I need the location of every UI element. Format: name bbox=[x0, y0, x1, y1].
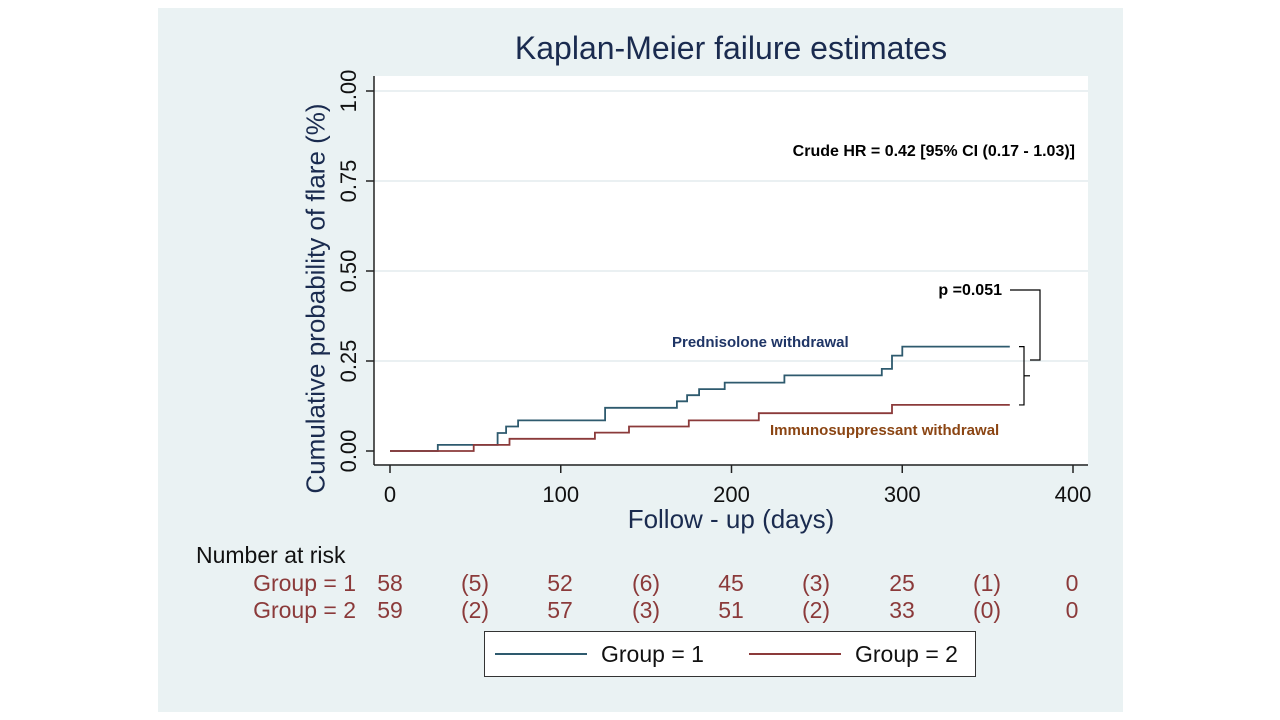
risk-cell: 45 bbox=[718, 570, 744, 596]
legend-label-group-2: Group = 2 bbox=[855, 640, 958, 667]
risk-cell: 33 bbox=[889, 597, 915, 623]
risk-cell: (5) bbox=[460, 570, 490, 596]
legend-item-group-1: Group = 1 bbox=[495, 632, 704, 676]
risk-cell: (1) bbox=[972, 570, 1002, 596]
risk-cell: 51 bbox=[718, 597, 744, 623]
risk-cell: (0) bbox=[972, 597, 1002, 623]
series-line-group-1 bbox=[390, 345, 1010, 452]
risk-cell: 25 bbox=[889, 570, 915, 596]
legend-line-group-2 bbox=[749, 653, 841, 655]
x-tick-label: 200 bbox=[713, 482, 750, 507]
legend-line-group-1 bbox=[495, 653, 587, 655]
risk-table-title: Number at risk bbox=[196, 542, 346, 568]
series-annotation-group-1: Prednisolone withdrawal bbox=[672, 334, 849, 351]
y-tick-label: 0.75 bbox=[336, 160, 361, 203]
risk-cell: (6) bbox=[631, 570, 661, 596]
y-tick-label: 0.25 bbox=[336, 340, 361, 383]
series-line-group-2 bbox=[390, 403, 1010, 452]
y-tick-label: 0.00 bbox=[336, 430, 361, 473]
x-tick-label: 300 bbox=[884, 482, 921, 507]
risk-cell: 0 bbox=[1065, 570, 1079, 596]
chart-title: Kaplan-Meier failure estimates bbox=[514, 30, 948, 66]
legend-label-group-1: Group = 1 bbox=[601, 640, 704, 667]
risk-cell: 59 bbox=[377, 597, 403, 623]
x-tick-label: 0 bbox=[384, 482, 396, 507]
legend: Group = 1 Group = 2 bbox=[484, 631, 976, 677]
risk-row-label-group-1: Group = 1 bbox=[253, 570, 356, 596]
plot-area bbox=[374, 76, 1088, 464]
x-tick-label: 400 bbox=[1055, 482, 1092, 507]
legend-item-group-2: Group = 2 bbox=[749, 632, 958, 676]
risk-cell: 58 bbox=[377, 570, 403, 596]
x-tick-label: 100 bbox=[542, 482, 579, 507]
risk-cell: (2) bbox=[460, 597, 490, 623]
risk-cell: 57 bbox=[547, 597, 573, 623]
x-axis-label: Follow - up (days) bbox=[627, 504, 835, 534]
risk-cell: (3) bbox=[801, 570, 831, 596]
p-value-bracket bbox=[1010, 289, 1041, 361]
hr-annotation: Crude HR = 0.42 [95% CI (0.17 - 1.03)] bbox=[793, 143, 1075, 160]
comparison-bracket bbox=[1019, 346, 1025, 406]
risk-cell: (3) bbox=[631, 597, 661, 623]
y-tick-label: 1.00 bbox=[336, 70, 361, 113]
risk-row-label-group-2: Group = 2 bbox=[253, 597, 356, 623]
y-tick-label: 0.50 bbox=[336, 250, 361, 293]
risk-cell: 0 bbox=[1065, 597, 1079, 623]
series-annotation-group-2: Immunosuppressant withdrawal bbox=[770, 422, 999, 439]
risk-cell: (2) bbox=[801, 597, 831, 623]
risk-cell: 52 bbox=[547, 570, 573, 596]
p-value-annotation: p =0.051 bbox=[938, 282, 1002, 299]
